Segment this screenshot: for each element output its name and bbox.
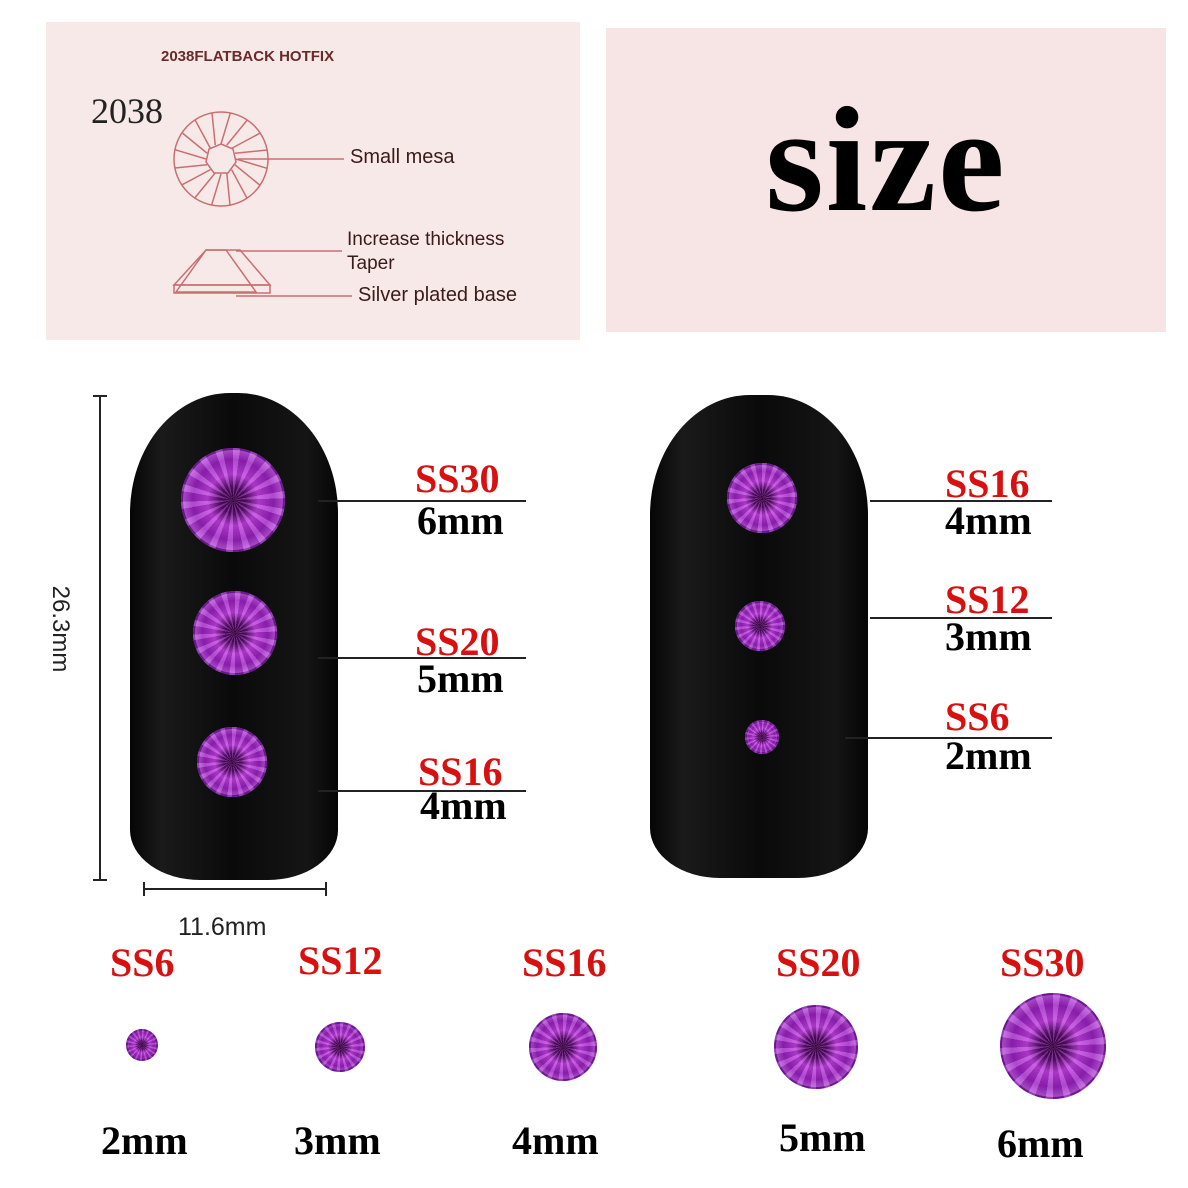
- row-size-2: 3mm: [294, 1118, 381, 1163]
- width-dimension-line: [143, 888, 326, 890]
- left-size-1: 6mm: [417, 498, 504, 543]
- gem-5mm: [774, 1005, 858, 1089]
- left-size-3: 4mm: [420, 783, 507, 828]
- gem-ss30: [181, 448, 285, 552]
- left-code-1: SS30: [415, 456, 500, 501]
- row-code-3: SS16: [522, 940, 607, 985]
- label-silver-plated-base: Silver plated base: [358, 284, 517, 306]
- page-title: size: [765, 77, 1007, 243]
- rhinestone-diagram-icon: [172, 111, 352, 297]
- gem-2mm: [126, 1029, 158, 1061]
- right-size-3: 2mm: [945, 733, 1032, 778]
- right-code-1: SS16: [945, 461, 1030, 506]
- gem-ss6: [745, 720, 779, 754]
- row-size-1: 2mm: [101, 1118, 188, 1163]
- right-size-1: 4mm: [945, 498, 1032, 543]
- right-size-2: 3mm: [945, 614, 1032, 659]
- gem-ss12: [735, 601, 785, 651]
- gem-4mm: [529, 1013, 597, 1081]
- gem-3mm: [315, 1022, 365, 1072]
- row-size-4: 5mm: [779, 1115, 866, 1160]
- gem-ss16: [197, 727, 267, 797]
- label-increase-thickness: Increase thickness: [347, 229, 505, 250]
- label-small-mesa: Small mesa: [350, 146, 455, 168]
- model-number: 2038: [91, 91, 163, 131]
- gem-ss20: [193, 591, 277, 675]
- structure-diagram-panel: 2038FLATBACK HOTFIX 2038 Small mesa Incr…: [46, 22, 580, 340]
- gem-6mm: [1000, 993, 1106, 1099]
- row-code-2: SS12: [298, 938, 383, 983]
- title-panel: [606, 28, 1166, 332]
- gem-ss16: [727, 463, 797, 533]
- row-code-1: SS6: [110, 940, 175, 985]
- row-size-3: 4mm: [512, 1118, 599, 1163]
- right-code-3: SS6: [945, 694, 1010, 739]
- length-label: 26.3mm: [47, 585, 74, 673]
- length-dimension-line: [99, 395, 101, 880]
- label-taper: Taper: [347, 253, 395, 274]
- left-code-3: SS16: [418, 749, 503, 794]
- row-code-5: SS30: [1000, 940, 1085, 985]
- row-size-5: 6mm: [997, 1121, 1084, 1166]
- left-size-2: 5mm: [417, 656, 504, 701]
- diagram-header: 2038FLATBACK HOTFIX: [161, 48, 335, 65]
- right-code-2: SS12: [945, 577, 1030, 622]
- width-label: 11.6mm: [178, 913, 267, 941]
- left-code-2: SS20: [415, 619, 500, 664]
- row-code-4: SS20: [776, 940, 861, 985]
